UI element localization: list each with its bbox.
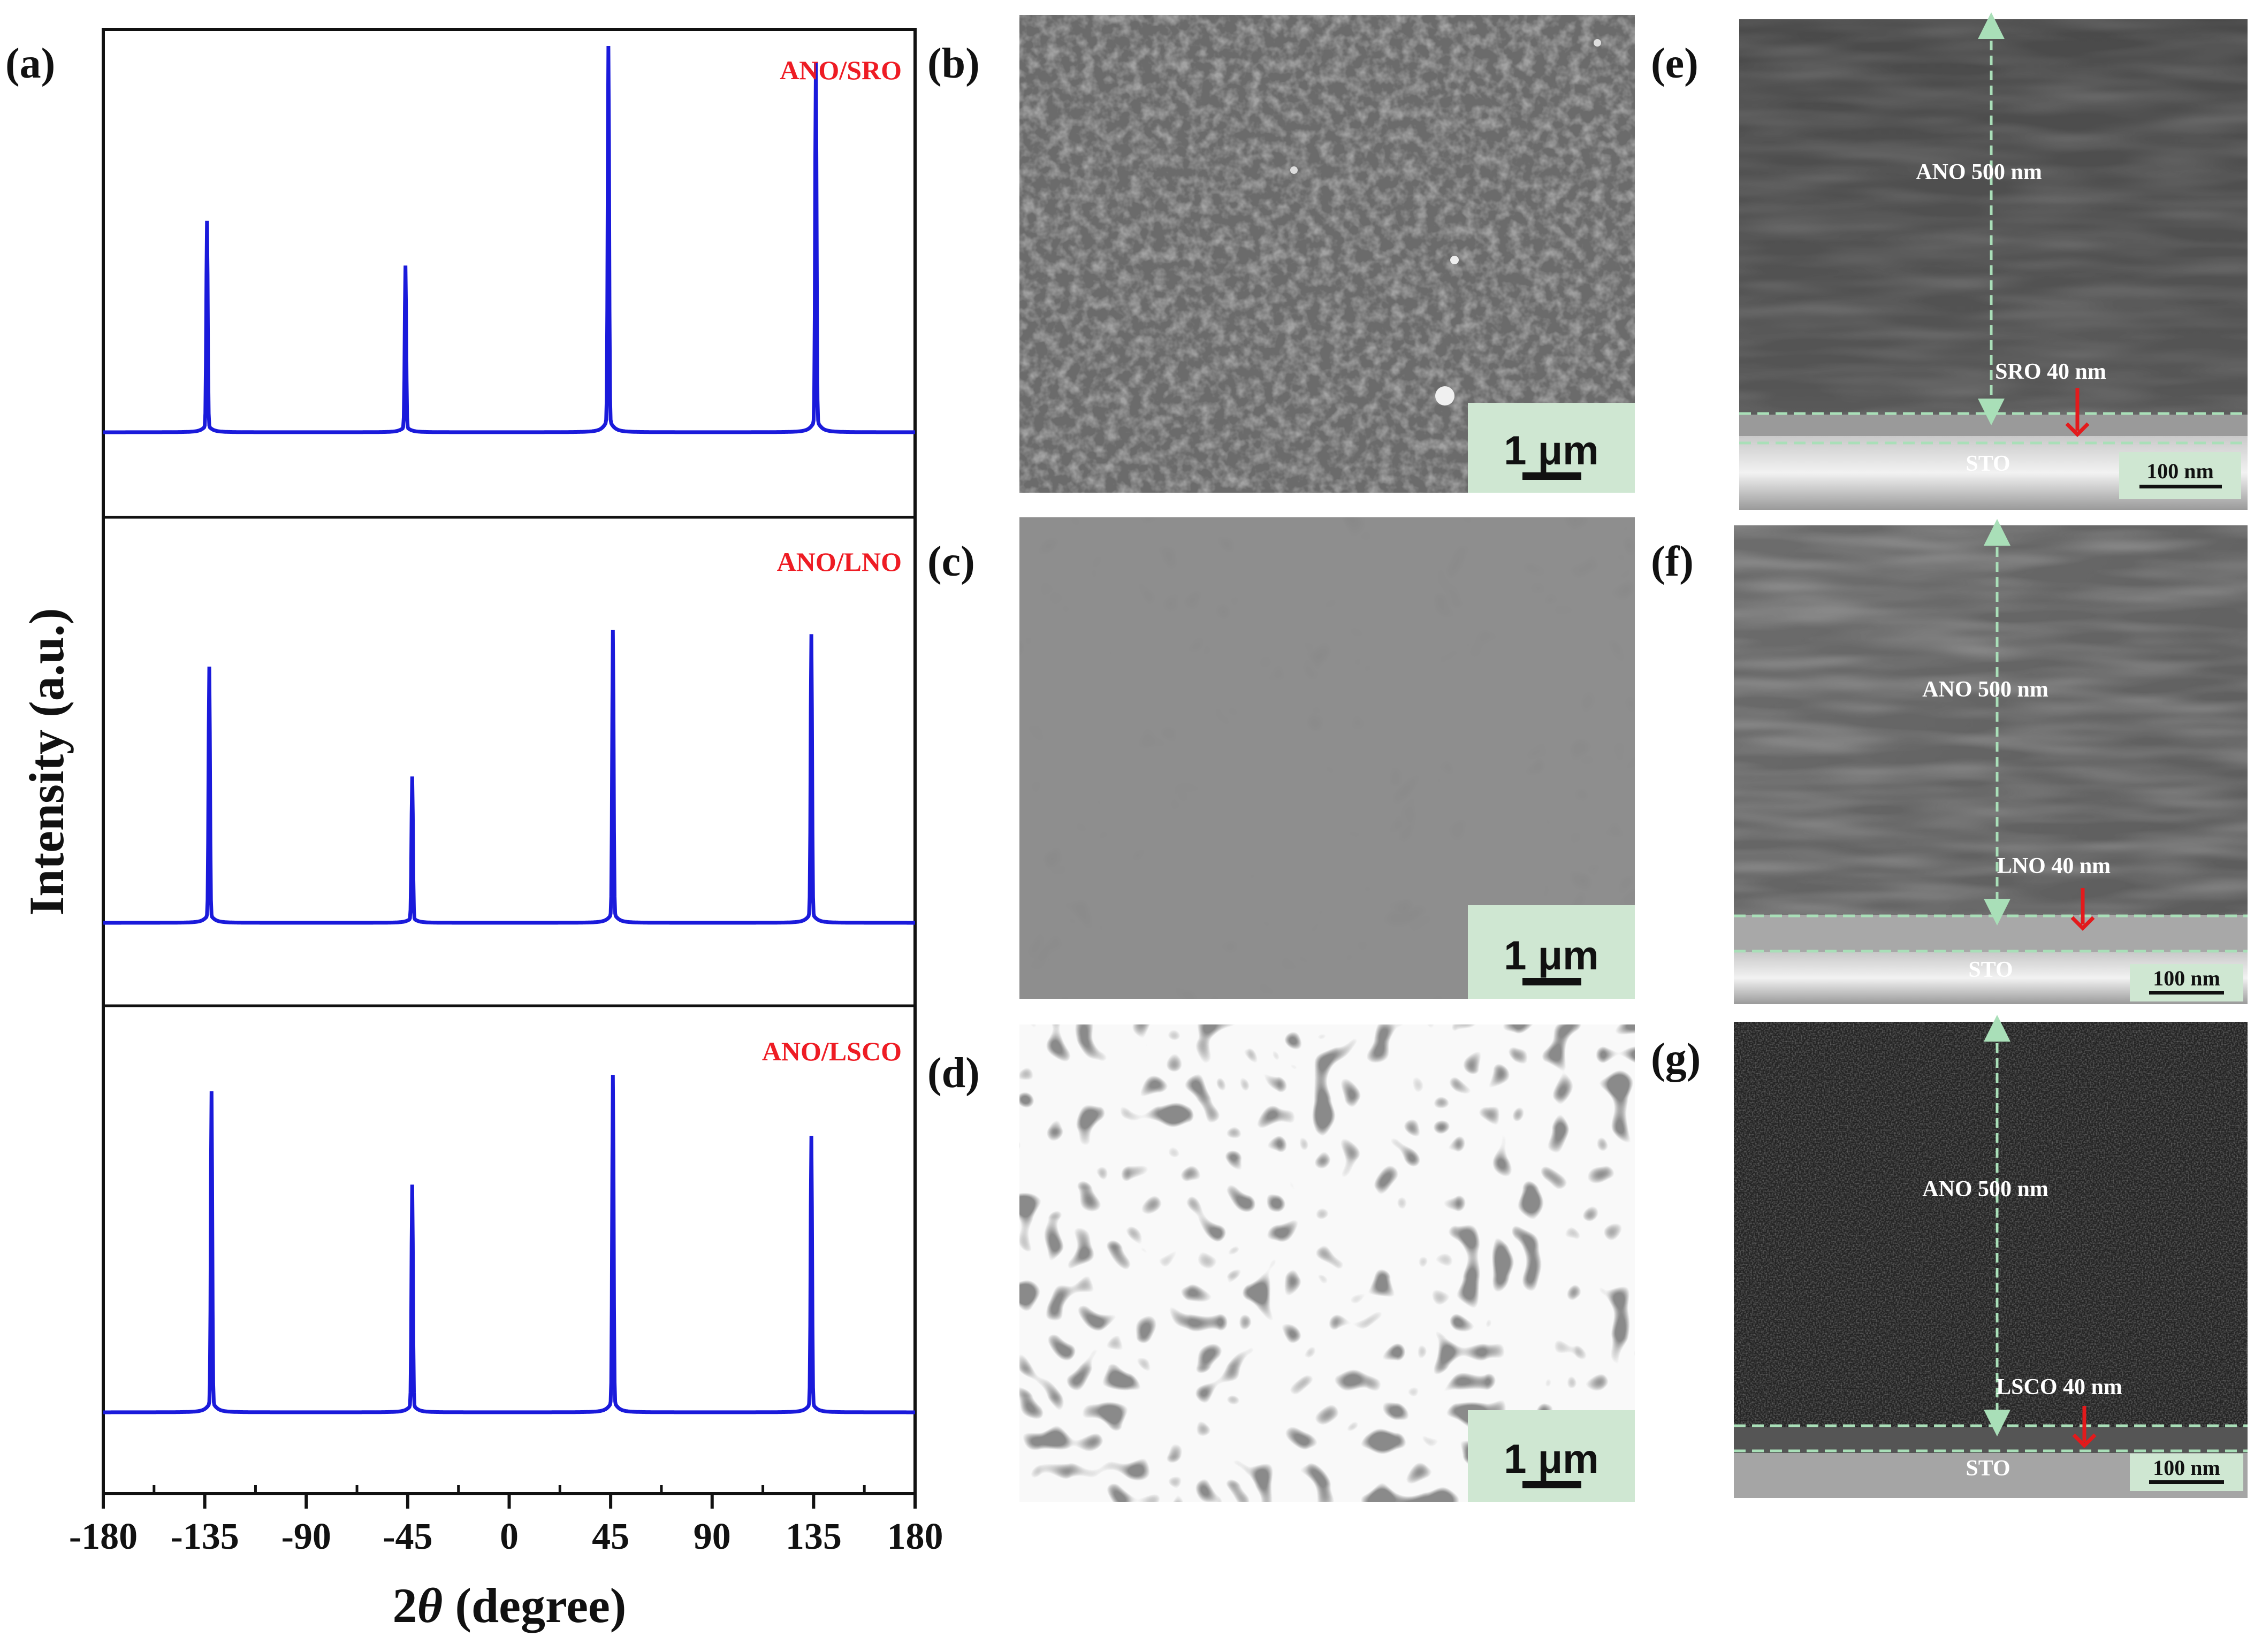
- particle-2: [1450, 256, 1459, 264]
- x-tick-label: 90: [694, 1516, 731, 1557]
- particle-3: [1290, 166, 1298, 174]
- trace-ano-lno: [103, 630, 915, 925]
- x-tick-label: 45: [592, 1516, 629, 1557]
- trace-ano-sro: [103, 45, 915, 434]
- panel-f: (f) ANO 500 nm LNO 40 nm STO 100 nm: [1651, 519, 2248, 1004]
- electrode-layer-f: [1734, 915, 2248, 952]
- plot-frame: [102, 28, 917, 1495]
- x-tick-label: -45: [383, 1516, 432, 1557]
- panel-c: (c) 1 μm: [927, 517, 1635, 999]
- series-label-ano-lno: ANO/LNO: [777, 547, 902, 577]
- panel-b: (b) 1 μm: [927, 15, 1635, 493]
- scalebar-label-b: 1 μm: [1504, 428, 1598, 473]
- x-axis-title-unit: (degree): [443, 1578, 626, 1633]
- scalebar-label-d: 1 μm: [1504, 1436, 1598, 1482]
- scalebar-g: [2149, 1480, 2224, 1484]
- panel-label-d: (d): [927, 1050, 980, 1097]
- scalebar-box-e: [2119, 452, 2241, 499]
- panel-label-a: (a): [5, 40, 55, 87]
- bottom-layer-label-f: LNO 40 nm: [1997, 854, 2111, 878]
- scalebar-f: [2149, 991, 2224, 995]
- x-tick-label: 180: [887, 1516, 943, 1557]
- scalebar-box-g: [2130, 1454, 2243, 1491]
- electrode-layer-e: [1739, 415, 2248, 436]
- substrate-label-g: STO: [1966, 1456, 2010, 1481]
- x-axis-title-theta: θ: [417, 1578, 443, 1633]
- x-tick-label: -90: [281, 1516, 331, 1557]
- x-tick-label: -180: [69, 1516, 138, 1557]
- panel-a: (a) ANO/SRO ANO/LNO ANO/LSCO -180 -135 -90…: [5, 28, 943, 1633]
- particle-1: [1435, 386, 1454, 406]
- series-label-ano-lsco: ANO/LSCO: [762, 1036, 902, 1066]
- panel-label-c: (c): [927, 538, 975, 585]
- substrate-label-f: STO: [1968, 958, 2013, 982]
- substrate-label-e: STO: [1966, 452, 2010, 476]
- panel-g: (g) ANO 500 nm LSCO 40 nm STO 100 nm: [1651, 1015, 2248, 1498]
- trace-ano-lsco: [103, 1075, 915, 1414]
- film-label-f: ANO 500 nm: [1922, 677, 2048, 702]
- scalebar-box-f: [2130, 964, 2243, 1001]
- panel-e: (e) ANO 500 nm SRO 40 nm STO 100 nm: [1651, 12, 2248, 510]
- scalebar-d: [1522, 1481, 1581, 1488]
- scalebar-label-f: 100 nm: [2153, 966, 2220, 990]
- bottom-layer-label-g: LSCO 40 nm: [1996, 1375, 2122, 1399]
- scalebar-b: [1522, 472, 1581, 480]
- film-label-g: ANO 500 nm: [1922, 1177, 2048, 1202]
- x-tick-label: 0: [500, 1516, 519, 1557]
- scalebar-label-e: 100 nm: [2146, 459, 2214, 483]
- x-axis-title-symbol: 2: [393, 1578, 417, 1633]
- x-tick-label: -135: [170, 1516, 239, 1557]
- panel-label-f: (f): [1651, 538, 1694, 585]
- electrode-layer-g: [1734, 1427, 2248, 1453]
- panel-label-b: (b): [927, 40, 980, 87]
- scalebar-c: [1522, 978, 1581, 985]
- scalebar-e: [2139, 485, 2222, 488]
- x-axis-ticks: -180 -135 -90 -45 0 45 90 135 180: [69, 1485, 943, 1557]
- scalebar-label-c: 1 μm: [1504, 933, 1598, 978]
- red-arrowhead-e: [2065, 422, 2090, 437]
- particle-4: [1594, 39, 1601, 47]
- scalebar-label-g: 100 nm: [2153, 1456, 2220, 1480]
- bottom-layer-label-e: SRO 40 nm: [1995, 360, 2106, 384]
- y-axis-title: Intensity (a.u.): [19, 608, 74, 915]
- x-tick-label: 135: [786, 1516, 842, 1557]
- red-arrowhead-f: [2070, 916, 2095, 931]
- film-label-e: ANO 500 nm: [1916, 160, 2042, 185]
- panel-d: (d) 1 μm: [927, 1024, 1635, 1502]
- panel-label-g: (g): [1651, 1035, 1701, 1082]
- x-axis-title: 2θ (degree): [393, 1578, 627, 1633]
- series-label-ano-sro: ANO/SRO: [780, 55, 902, 85]
- panel-label-e: (e): [1651, 40, 1699, 87]
- red-arrowhead-g: [2072, 1433, 2097, 1448]
